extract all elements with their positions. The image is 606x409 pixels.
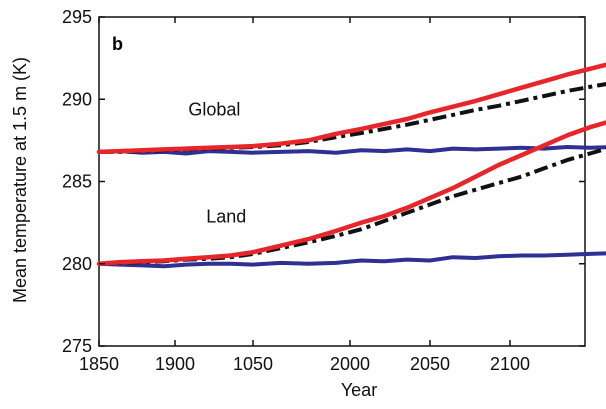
annotation-land: Land: [206, 207, 246, 227]
plot-frame: [98, 16, 586, 347]
x-tick-label: 1850: [79, 354, 119, 374]
annotation-global: Global: [188, 100, 240, 120]
global-black-series-line: [99, 82, 606, 154]
x-tick-label: 1050: [233, 354, 273, 374]
y-axis-label: Mean temperature at 1.5 m (K): [10, 57, 30, 303]
land-red-series-line: [96, 120, 606, 267]
y-tick-label: 295: [62, 7, 92, 27]
y-tick-label: 280: [62, 254, 92, 274]
y-tick-label: 285: [62, 172, 92, 192]
labels-layer: b Year Mean temperature at 1.5 m (K): [10, 34, 377, 400]
land-black-series-line: [98, 146, 606, 266]
series-layer: Global Land: [96, 62, 606, 269]
ticks-layer: 275 280 285 290 295 1850 1900 1050 2000 2050 2100: [62, 7, 585, 374]
x-axis-label: Year: [341, 380, 377, 400]
x-tick-label: 2000: [330, 354, 370, 374]
land-blue-series-line: [97, 251, 606, 269]
x-tick-label: 2100: [490, 354, 530, 374]
global-blue-series-line: [97, 145, 606, 156]
plot-area: [98, 16, 586, 347]
y-tick-label: 275: [62, 336, 92, 356]
y-tick-label: 290: [62, 89, 92, 109]
x-tick-label: 1900: [155, 354, 195, 374]
x-tick-label: 2050: [410, 354, 450, 374]
panel-label: b: [112, 34, 123, 54]
global-red-series-line: [96, 62, 606, 155]
